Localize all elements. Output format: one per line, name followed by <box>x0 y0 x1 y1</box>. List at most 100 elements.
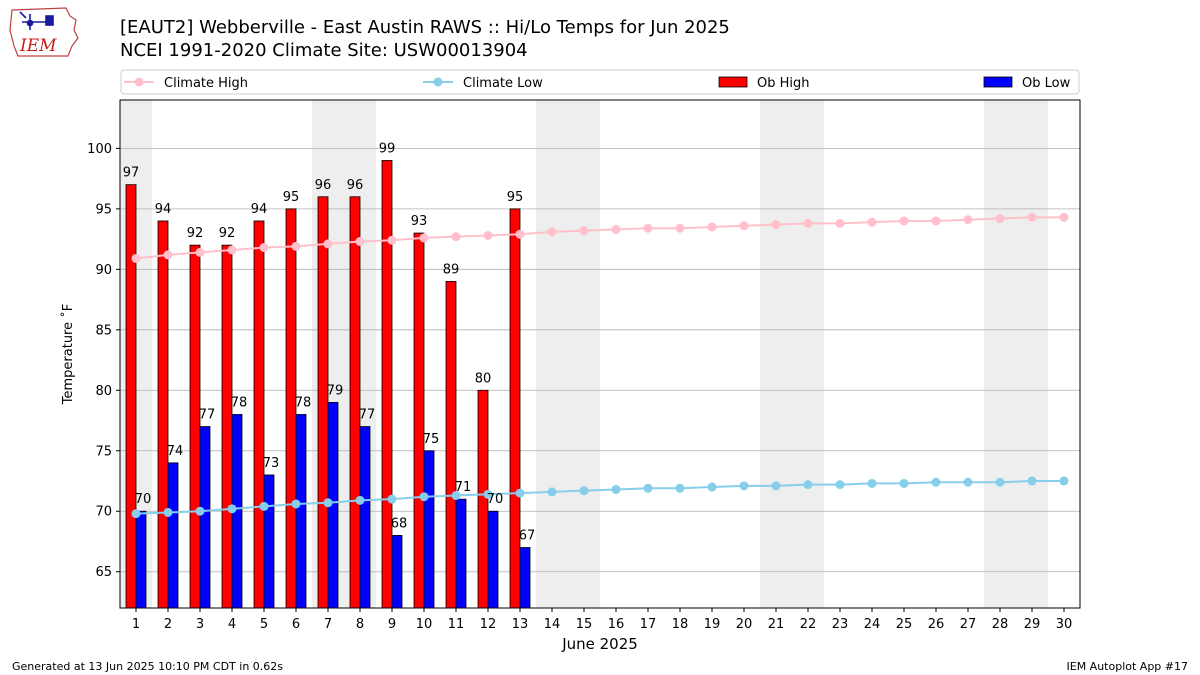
weather-station-icon <box>19 11 54 30</box>
ob-high-bar <box>125 184 137 609</box>
ob-low-bar <box>487 510 499 609</box>
climate-low-point <box>259 501 269 511</box>
climate-lines <box>131 212 1069 519</box>
ob-high-bar <box>445 281 457 609</box>
climate-low-point <box>579 486 589 496</box>
climate-high-point <box>451 232 461 242</box>
weekend-band <box>760 100 792 608</box>
ob-high-bar <box>157 220 169 609</box>
chart-subtitle: NCEI 1991-2020 Climate Site: USW00013904 <box>120 40 528 61</box>
y-tick-label: 100 <box>87 142 112 157</box>
x-tick-label: 9 <box>388 617 396 632</box>
legend-frame <box>120 69 1080 95</box>
legend: Climate High Climate Low Ob High Ob Low <box>120 69 1080 95</box>
x-tick-label: 12 <box>480 617 497 632</box>
y-tick-label: 80 <box>95 384 112 399</box>
ob-low-label: 78 <box>231 395 248 410</box>
weekend-band <box>984 100 1016 608</box>
climate-high-point <box>963 215 973 225</box>
ob-high-label: 92 <box>187 226 204 241</box>
x-tick-label: 24 <box>864 617 881 632</box>
climate-high-point <box>131 253 141 263</box>
climate-high-point <box>227 245 237 255</box>
ob-high-label: 96 <box>315 178 332 193</box>
legend-label: Climate High <box>164 76 248 91</box>
climate-low-point <box>227 504 237 514</box>
climate-high-point <box>547 227 557 237</box>
ob-high-bar <box>509 208 521 609</box>
ob-low-label: 77 <box>199 408 216 423</box>
climate-high-point <box>835 218 845 228</box>
climate-low-point <box>323 498 333 508</box>
x-tick-label: 13 <box>512 617 529 632</box>
ob-low-label: 74 <box>167 444 184 459</box>
weekend-band <box>792 100 824 608</box>
chart-title: [EAUT2] Webberville - East Austin RAWS :… <box>120 17 730 38</box>
x-tick-label: 21 <box>768 617 785 632</box>
ob-high-bar <box>189 244 201 609</box>
climate-low-point <box>739 481 749 491</box>
climate-low-point <box>131 509 141 519</box>
climate-high-point <box>1027 212 1037 222</box>
x-tick-label: 15 <box>576 617 593 632</box>
climate-low-point <box>547 487 557 497</box>
x-tick-label: 26 <box>928 617 945 632</box>
ob-high-label: 80 <box>475 371 492 386</box>
ob-high-bar <box>221 244 233 609</box>
ob-high-bar <box>253 220 265 609</box>
x-tick-label: 22 <box>800 617 817 632</box>
legend-label: Climate Low <box>463 76 543 91</box>
ob-low-bar <box>519 547 531 609</box>
ob-high-label: 95 <box>283 190 300 205</box>
climate-high-point <box>195 247 205 257</box>
climate-low-point <box>707 482 717 492</box>
ob-high-bar <box>413 232 425 609</box>
legend-swatch-bar <box>718 76 748 88</box>
x-axis-label: June 2025 <box>561 635 638 653</box>
climate-high-point <box>163 250 173 260</box>
climate-high-point <box>387 235 397 245</box>
climate-low-point <box>1059 476 1069 486</box>
climate-high-point <box>483 230 493 240</box>
climate-low-point <box>675 483 685 493</box>
legend-swatch-marker <box>433 77 443 87</box>
x-tick-label: 4 <box>228 617 236 632</box>
x-tick-label: 30 <box>1056 617 1073 632</box>
x-tick-label: 17 <box>640 617 657 632</box>
climate-low-point <box>291 499 301 509</box>
climate-low-point <box>995 477 1005 487</box>
x-tick-label: 10 <box>416 617 433 632</box>
ob-low-bar <box>391 535 403 609</box>
ob-low-label: 68 <box>391 516 408 531</box>
climate-low-point <box>1027 476 1037 486</box>
climate-high-point <box>803 218 813 228</box>
ob-low-bar <box>135 510 147 609</box>
legend-swatch-bar <box>983 76 1013 88</box>
bar-labels: 97 94 92 92 94 95 96 96 99 93 89 80 95 70 74 77 78 73 78 79… <box>123 141 536 543</box>
climate-low-point <box>195 506 205 516</box>
ob-high-bar <box>317 196 329 609</box>
x-tick-label: 2 <box>164 617 172 632</box>
ob-low-bar <box>263 474 275 609</box>
weekend-band <box>536 100 568 608</box>
ob-low-label: 79 <box>327 383 344 398</box>
x-tick-label: 6 <box>292 617 300 632</box>
ob-high-label: 93 <box>411 214 428 229</box>
x-tick-label: 20 <box>736 617 753 632</box>
y-tick-label: 85 <box>95 323 112 338</box>
ob-high-bar <box>349 196 361 609</box>
x-tick-label: 23 <box>832 617 849 632</box>
ob-low-label: 71 <box>455 480 472 495</box>
climate-high-point <box>579 226 589 236</box>
ob-low-bar <box>455 498 467 609</box>
ob-high-label: 95 <box>507 190 524 205</box>
climate-high-point <box>675 223 685 233</box>
logo-text: IEM <box>19 36 57 56</box>
x-tick-label: 19 <box>704 617 721 632</box>
ob-high-label: 89 <box>443 262 460 277</box>
x-tick-label: 14 <box>544 617 561 632</box>
plot-frame <box>119 99 1081 609</box>
climate-low-point <box>163 507 173 517</box>
